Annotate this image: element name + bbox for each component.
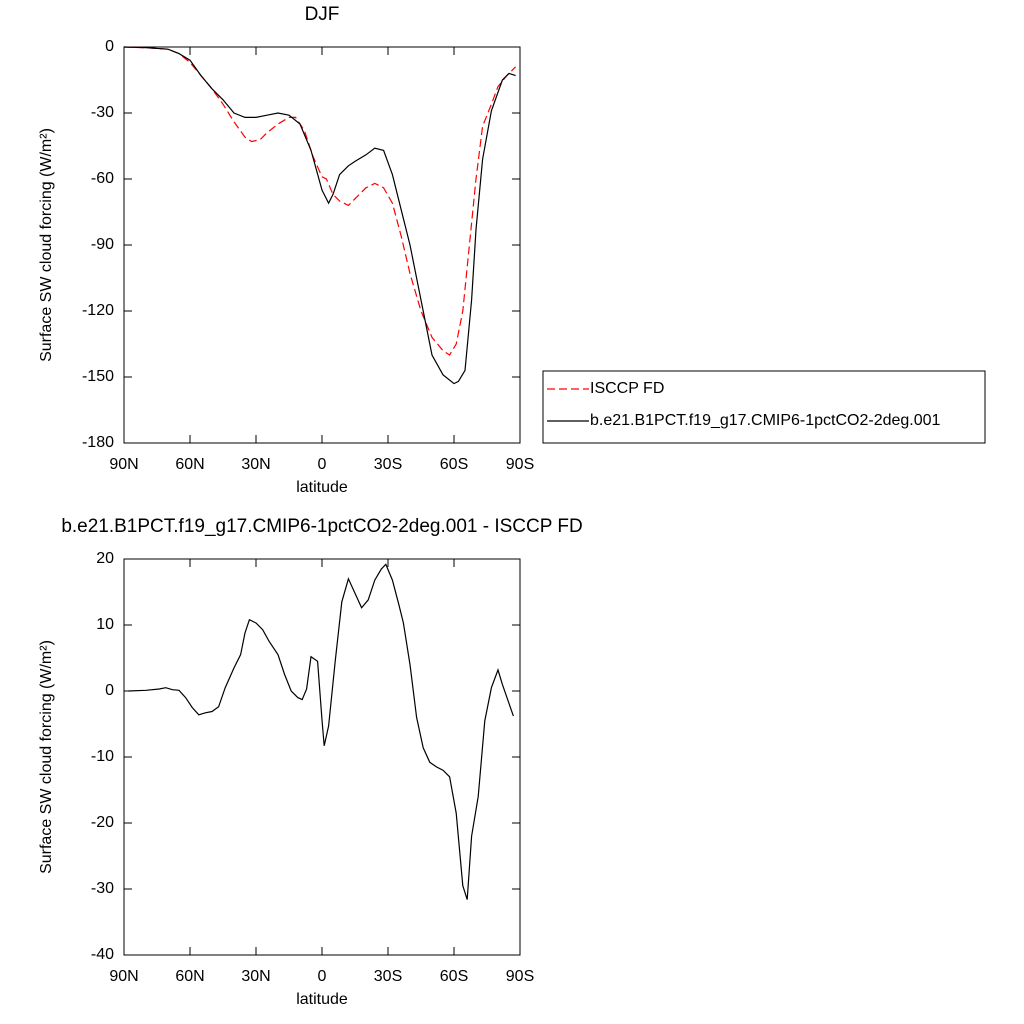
x-tick-label: 60N bbox=[175, 456, 204, 473]
legend-label: b.e21.B1PCT.f19_g17.CMIP6-1pctCO2-2deg.0… bbox=[590, 412, 941, 429]
data-line bbox=[128, 563, 514, 900]
chart-title: b.e21.B1PCT.f19_g17.CMIP6-1pctCO2-2deg.0… bbox=[61, 516, 582, 537]
y-axis-label: Surface SW cloud forcing (W/m²) bbox=[38, 128, 55, 362]
y-tick-label: -150 bbox=[82, 368, 114, 385]
x-tick-label: 30N bbox=[241, 968, 270, 985]
legend: ISCCP FD b.e21.B1PCT.f19_g17.CMIP6-1pctCO… bbox=[542, 370, 986, 444]
chart-title: DJF bbox=[305, 4, 340, 25]
x-tick-label: 0 bbox=[318, 968, 327, 985]
x-tick-label: 30N bbox=[241, 456, 270, 473]
y-tick-label: 0 bbox=[105, 38, 114, 55]
y-tick-label: -30 bbox=[91, 880, 114, 897]
x-tick-label: 60S bbox=[440, 456, 468, 473]
x-tick-label: 0 bbox=[318, 456, 327, 473]
x-tick-label: 60N bbox=[175, 968, 204, 985]
y-tick-label: -180 bbox=[82, 434, 114, 451]
y-tick-label: -60 bbox=[91, 170, 114, 187]
x-tick-label: 60S bbox=[440, 968, 468, 985]
y-tick-label: -20 bbox=[91, 814, 114, 831]
data-line bbox=[123, 46, 516, 385]
y-tick-label: -120 bbox=[82, 302, 114, 319]
data-line bbox=[123, 46, 517, 356]
y-tick-label: 20 bbox=[96, 550, 114, 567]
plot-frame bbox=[123, 46, 521, 444]
x-axis-label: latitude bbox=[296, 479, 348, 496]
y-axis-label: Surface SW cloud forcing (W/m²) bbox=[38, 640, 55, 874]
y-tick-label: -40 bbox=[91, 946, 114, 963]
legend-label: ISCCP FD bbox=[590, 380, 664, 397]
x-tick-label: 30S bbox=[374, 456, 402, 473]
x-tick-label: 90S bbox=[506, 968, 534, 985]
plot-frame bbox=[123, 558, 521, 956]
x-tick-label: 90N bbox=[109, 968, 138, 985]
x-tick-label: 30S bbox=[374, 968, 402, 985]
legend-box bbox=[542, 370, 986, 444]
x-tick-label: 90S bbox=[506, 456, 534, 473]
x-tick-label: 90N bbox=[109, 456, 138, 473]
y-tick-label: 10 bbox=[96, 616, 114, 633]
y-tick-label: -30 bbox=[91, 104, 114, 121]
x-axis-label: latitude bbox=[296, 991, 348, 1008]
y-tick-label: -10 bbox=[91, 748, 114, 765]
y-tick-label: -90 bbox=[91, 236, 114, 253]
y-tick-label: 0 bbox=[105, 682, 114, 699]
